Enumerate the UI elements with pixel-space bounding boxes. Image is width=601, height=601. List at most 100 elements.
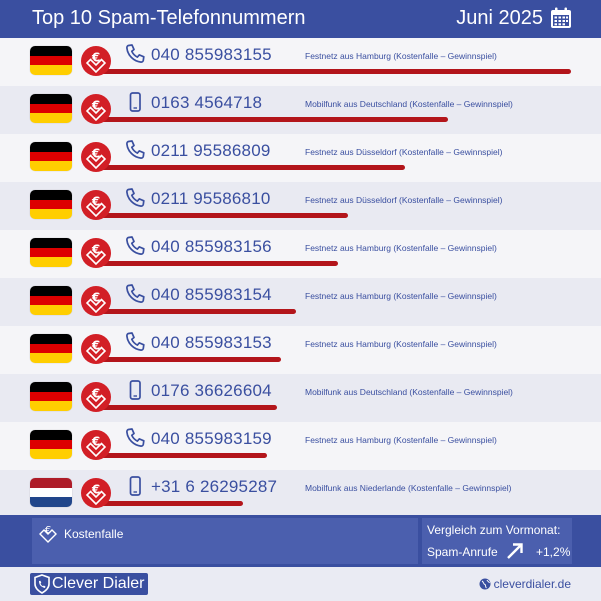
- svg-text:€: €: [91, 51, 100, 65]
- list-item: €0163 4564718 Mobilfunk aus Deutschland (…: [0, 86, 601, 134]
- ranking-bar: [96, 405, 277, 410]
- phone-icon: [124, 187, 146, 209]
- list-item: €040 855983153 Festnetz aus Hamburg (Kost…: [0, 326, 601, 374]
- svg-text:€: €: [91, 387, 100, 401]
- calendar-icon: [551, 7, 571, 28]
- svg-text:€: €: [91, 291, 100, 305]
- mobile-icon: [124, 379, 146, 401]
- phone-number: +31 6 26295287: [151, 477, 278, 496]
- svg-text:€: €: [91, 195, 100, 209]
- comparison-title: Vergleich zum Vormonat:: [427, 523, 561, 537]
- phone-number: 0211 95586810: [151, 189, 271, 208]
- ranking-bar: [96, 165, 405, 170]
- netherlands-flag-icon: [30, 478, 72, 507]
- euro-cost-icon: €: [81, 142, 111, 172]
- website-link[interactable]: cleverdialer.de: [479, 577, 571, 591]
- ranking-bar: [96, 117, 448, 122]
- germany-flag-icon: [30, 334, 72, 363]
- number-description: Festnetz aus Hamburg (Kostenfalle – Gewi…: [305, 435, 497, 445]
- spam-number-list: €040 855983155 Festnetz aus Hamburg (Kost…: [0, 38, 601, 518]
- website-text: cleverdialer.de: [493, 577, 571, 591]
- header-bar: Top 10 Spam-Telefonnummern Juni 2025: [0, 0, 601, 38]
- svg-text:€: €: [91, 483, 100, 497]
- germany-flag-icon: [30, 238, 72, 267]
- ranking-bar: [96, 261, 338, 266]
- list-item: € +31 6 26295287 Mobilfunk aus Niederlande…: [0, 470, 601, 518]
- euro-cost-icon: €: [81, 478, 111, 508]
- svg-text:€: €: [45, 525, 51, 536]
- phone-icon: [124, 427, 146, 449]
- globe-icon: [479, 578, 491, 590]
- mobile-icon: [124, 475, 146, 497]
- list-item: €040 855983154 Festnetz aus Hamburg (Kost…: [0, 278, 601, 326]
- phone-icon: [124, 235, 146, 257]
- svg-text:€: €: [91, 339, 100, 353]
- svg-text:€: €: [91, 147, 100, 161]
- euro-cost-icon: €: [81, 286, 111, 316]
- svg-text:€: €: [91, 243, 100, 257]
- euro-cost-icon: €: [81, 46, 111, 76]
- euro-cost-icon: €: [81, 430, 111, 460]
- number-description: Festnetz aus Düsseldorf (Kostenfalle – G…: [305, 147, 503, 157]
- euro-cost-icon: €: [81, 190, 111, 220]
- germany-flag-icon: [30, 142, 72, 171]
- list-item: €040 855983156 Festnetz aus Hamburg (Kost…: [0, 230, 601, 278]
- phone-number: 0176 36626604: [151, 381, 272, 400]
- ranking-bar: [96, 453, 267, 458]
- euro-cost-icon: €: [81, 238, 111, 268]
- germany-flag-icon: [30, 46, 72, 75]
- list-item: €0211 95586810 Festnetz aus Düsseldorf (K…: [0, 182, 601, 230]
- number-description: Festnetz aus Hamburg (Kostenfalle – Gewi…: [305, 291, 497, 301]
- number-description: Mobilfunk aus Deutschland (Kostenfalle –…: [305, 387, 513, 397]
- germany-flag-icon: [30, 286, 72, 315]
- phone-number: 040 855983155: [151, 45, 272, 64]
- brand-name: Clever Dialer: [52, 575, 145, 592]
- phone-number: 040 855983159: [151, 429, 272, 448]
- phone-number: 040 855983153: [151, 333, 272, 352]
- list-item: €0176 36626604 Mobilfunk aus Deutschland …: [0, 374, 601, 422]
- comparison-box: Vergleich zum Vormonat: Spam-Anrufe +1,2…: [422, 518, 572, 564]
- svg-text:€: €: [91, 99, 100, 113]
- number-description: Festnetz aus Hamburg (Kostenfalle – Gewi…: [305, 243, 497, 253]
- mobile-icon: [124, 91, 146, 113]
- phone-icon: [124, 283, 146, 305]
- germany-flag-icon: [30, 430, 72, 459]
- number-description: Festnetz aus Hamburg (Kostenfalle – Gewi…: [305, 339, 497, 349]
- phone-icon: [124, 43, 146, 65]
- arrow-up-right-icon: [507, 543, 523, 559]
- page-title: Top 10 Spam-Telefonnummern: [32, 7, 306, 29]
- list-item: €0211 95586809 Festnetz aus Düsseldorf (K…: [0, 134, 601, 182]
- euro-cost-icon: €: [81, 334, 111, 364]
- germany-flag-icon: [30, 190, 72, 219]
- phone-number: 0163 4564718: [151, 93, 263, 112]
- period-label: Juni 2025: [456, 7, 543, 29]
- ranking-bar: [96, 69, 571, 74]
- phone-number: 040 855983156: [151, 237, 272, 256]
- germany-flag-icon: [30, 94, 72, 123]
- euro-cost-icon: €: [81, 382, 111, 412]
- euro-cost-icon: €: [39, 525, 57, 543]
- germany-flag-icon: [30, 382, 72, 411]
- ranking-bar: [96, 501, 243, 506]
- legend: € Kostenfalle: [32, 518, 418, 564]
- phone-number: 040 855983154: [151, 285, 272, 304]
- phone-number: 0211 95586809: [151, 141, 271, 160]
- list-item: €040 855983159 Festnetz aus Hamburg (Kost…: [0, 422, 601, 470]
- shield-phone-icon: [34, 574, 50, 594]
- ranking-bar: [96, 213, 348, 218]
- phone-icon: [124, 139, 146, 161]
- comparison-value: +1,2%: [536, 545, 571, 559]
- number-description: Mobilfunk aus Niederlande (Kostenfalle –…: [305, 483, 512, 493]
- phone-icon: [124, 331, 146, 353]
- list-item: €040 855983155 Festnetz aus Hamburg (Kost…: [0, 38, 601, 86]
- comparison-label: Spam-Anrufe: [427, 545, 498, 559]
- euro-cost-icon: €: [81, 94, 111, 124]
- legend-label: Kostenfalle: [64, 527, 124, 541]
- number-description: Mobilfunk aus Deutschland (Kostenfalle –…: [305, 99, 513, 109]
- number-description: Festnetz aus Hamburg (Kostenfalle – Gewi…: [305, 51, 497, 61]
- brand-logo: Clever Dialer: [30, 573, 148, 595]
- ranking-bar: [96, 309, 296, 314]
- ranking-bar: [96, 357, 281, 362]
- svg-text:€: €: [91, 435, 100, 449]
- number-description: Festnetz aus Düsseldorf (Kostenfalle – G…: [305, 195, 503, 205]
